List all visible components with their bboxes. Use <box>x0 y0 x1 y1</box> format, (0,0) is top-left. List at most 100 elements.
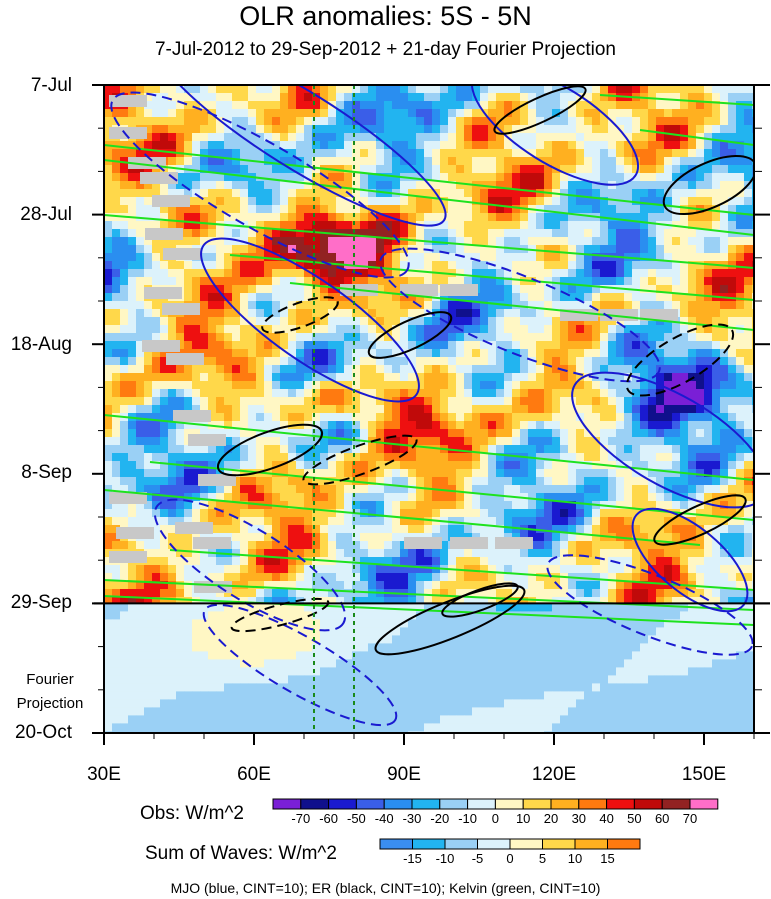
obs-cell <box>632 133 641 142</box>
obs-cell <box>104 485 113 494</box>
obs-cell <box>640 213 649 222</box>
obs-cell <box>696 453 705 462</box>
obs-cell <box>680 157 689 166</box>
obs-cell <box>120 253 129 262</box>
obs-cell <box>344 173 353 182</box>
obs-cell <box>160 453 169 462</box>
obs-cell <box>400 501 409 510</box>
obs-cell <box>592 173 601 182</box>
obs-cell <box>584 293 593 302</box>
obs-cell <box>256 341 265 350</box>
obs-cell <box>704 341 713 350</box>
obs-cell <box>632 237 641 246</box>
obs-cell <box>448 437 457 446</box>
obs-cell <box>696 293 705 302</box>
obs-cell <box>352 197 361 206</box>
obs-cell <box>408 549 417 558</box>
obs-cell <box>112 325 121 334</box>
obs-cell <box>368 549 377 558</box>
obs-cell <box>584 261 593 270</box>
obs-cell <box>576 293 585 302</box>
obs-cell <box>496 461 505 470</box>
obs-cell <box>512 461 521 470</box>
obs-cell <box>288 509 297 518</box>
obs-cell <box>480 205 489 214</box>
obs-cell <box>744 229 753 238</box>
obs-cell <box>344 181 353 190</box>
obs-cell <box>624 157 633 166</box>
obs-cell <box>456 485 465 494</box>
obs-cell <box>336 461 345 470</box>
obs-cell <box>416 261 425 270</box>
obs-cell <box>584 213 593 222</box>
obs-cell <box>712 485 721 494</box>
obs-cell <box>344 301 353 310</box>
obs-cell <box>496 309 505 318</box>
obs-cell <box>640 557 649 566</box>
obs-cell <box>568 293 577 302</box>
obs-cell <box>464 261 473 270</box>
obs-cell <box>200 341 209 350</box>
obs-cell <box>672 229 681 238</box>
obs-cell <box>536 309 545 318</box>
obs-cell <box>184 453 193 462</box>
obs-cell <box>536 109 545 118</box>
obs-cell <box>136 149 145 158</box>
obs-cell <box>624 357 633 366</box>
obs-cell <box>736 93 745 102</box>
obs-cell <box>200 133 209 142</box>
obs-cell <box>184 541 193 550</box>
obs-cell <box>272 437 281 446</box>
obs-cell <box>424 389 433 398</box>
obs-cell <box>664 525 673 534</box>
obs-cell <box>640 485 649 494</box>
obs-cell <box>392 253 401 262</box>
obs-cell <box>360 493 369 502</box>
obs-cell <box>168 237 177 246</box>
obs-cell <box>232 533 241 542</box>
obs-cell <box>240 245 249 254</box>
obs-cell <box>160 485 169 494</box>
obs-cell <box>464 173 473 182</box>
obs-cell <box>584 125 593 134</box>
obs-cell <box>144 141 153 150</box>
obs-cell <box>120 229 129 238</box>
obs-cell <box>304 317 313 326</box>
obs-cell <box>296 133 305 142</box>
obs-cell <box>416 557 425 566</box>
obs-cell <box>264 309 273 318</box>
obs-cell <box>600 141 609 150</box>
obs-cell <box>600 237 609 246</box>
obs-cell <box>320 413 329 422</box>
obs-cell <box>624 533 633 542</box>
obs-cell <box>672 213 681 222</box>
obs-cell <box>232 397 241 406</box>
obs-cell <box>648 437 657 446</box>
obs-cell <box>552 141 561 150</box>
obs-cell <box>712 541 721 550</box>
obs-cell <box>504 261 513 270</box>
obs-cell <box>272 285 281 294</box>
obs-cell <box>712 405 721 414</box>
obs-cell <box>144 189 153 198</box>
obs-cell <box>336 421 345 430</box>
obs-cell <box>136 221 145 230</box>
obs-cell <box>680 293 689 302</box>
obs-cell <box>600 493 609 502</box>
obs-cell <box>240 501 249 510</box>
obs-cell <box>168 261 177 270</box>
obs-cell <box>232 501 241 510</box>
obs-cell <box>288 453 297 462</box>
obs-cell <box>360 213 369 222</box>
obs-cell <box>704 461 713 470</box>
obs-cell <box>400 477 409 486</box>
obs-cell <box>576 261 585 270</box>
obs-cell <box>352 141 361 150</box>
obs-cell <box>312 533 321 542</box>
obs-cell <box>176 181 185 190</box>
obs-cell <box>184 213 193 222</box>
obs-cell <box>664 245 673 254</box>
obs-cell <box>248 493 257 502</box>
obs-cell <box>704 309 713 318</box>
obs-cell <box>432 333 441 342</box>
